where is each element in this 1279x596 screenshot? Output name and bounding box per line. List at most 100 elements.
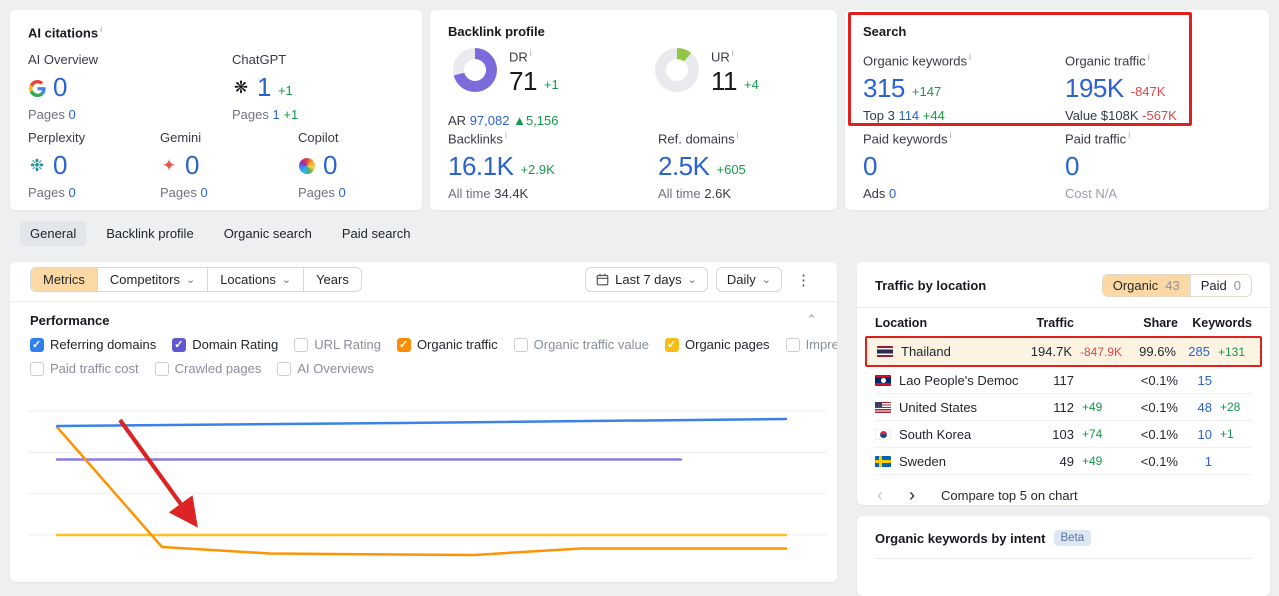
info-icon: i (1128, 130, 1131, 140)
checkbox-icon (513, 337, 528, 352)
performance-title: Performance (30, 312, 110, 328)
calendar-icon (596, 273, 609, 286)
metric-checkbox-row-2: Paid traffic cost Crawled pages AI Overv… (10, 352, 837, 376)
stat-gemini: Gemini ✦ 0 Pages 0 (160, 130, 208, 200)
compare-top5-link[interactable]: Compare top 5 on chart (941, 487, 1078, 503)
backlink-profile-card: Backlink profile DR i 71 +1 AR 97,082 ▲5,1… (430, 10, 837, 210)
date-range-dropdown[interactable]: Last 7 days ⌄ (585, 267, 708, 292)
backlinks-value[interactable]: 16.1K (448, 151, 514, 182)
organic-traffic-value[interactable]: 195K (1065, 73, 1124, 104)
table-row-laos[interactable]: Lao People's Democratic Rep 117 <0.1% 15 (875, 367, 1252, 394)
ads-link[interactable]: 0 (889, 186, 897, 202)
perplexity-value[interactable]: 0 (53, 150, 67, 180)
toggle-paid[interactable]: Paid 0 (1189, 275, 1251, 296)
ai-citations-title: AI citations i (28, 24, 103, 41)
chevron-down-icon: ⌄ (185, 273, 196, 286)
copilot-value[interactable]: 0 (323, 150, 337, 180)
ai-overview-value[interactable]: 0 (53, 72, 67, 102)
checkbox-organic-traffic[interactable]: Organic traffic (396, 337, 498, 352)
tab-backlink-profile[interactable]: Backlink profile (106, 226, 194, 241)
up-triangle-icon: ▲ (513, 113, 526, 128)
ar-link[interactable]: 97,082 (469, 113, 510, 128)
pages-link[interactable]: 0 (338, 185, 346, 200)
performance-chart-svg (28, 410, 827, 557)
filter-row: Metrics Competitors ⌄ Locations ⌄ Years La… (10, 262, 837, 292)
gemini-value[interactable]: 0 (185, 150, 199, 180)
stat-backlinks: Backlinks i 16.1K +2.9K All time 34.4K (448, 130, 555, 202)
metric-checkbox-row-1: Referring domains Domain Rating URL Rati… (10, 328, 837, 352)
top3-link[interactable]: 114 (898, 108, 920, 124)
table-row-thailand[interactable]: Thailand 194.7K -847.9K 99.6% 285 +131 (865, 336, 1262, 367)
sweden-flag-icon (875, 455, 891, 467)
section-tabs: General Backlink profile Organic search … (20, 221, 421, 246)
keywords-link[interactable]: 1 (1204, 453, 1212, 469)
keywords-by-intent-panel: Organic keywords by intent Beta (857, 516, 1270, 596)
checkbox-impressions[interactable]: Impressions (785, 337, 837, 352)
checkbox-domain-rating[interactable]: Domain Rating (172, 337, 278, 352)
metrics-button[interactable]: Metrics (31, 268, 97, 291)
traffic-by-location-title: Traffic by location (875, 278, 987, 293)
pages-link[interactable]: 0 (200, 185, 208, 200)
locations-dropdown[interactable]: Locations ⌄ (207, 268, 303, 291)
toggle-organic[interactable]: Organic 43 (1102, 275, 1190, 296)
chevron-down-icon: ⌄ (281, 273, 292, 286)
intent-title: Organic keywords by intent (875, 530, 1046, 546)
dashboard-page: AI citations i AI Overview 0 Pages 0 Chat… (0, 0, 1279, 563)
keywords-link[interactable]: 10 (1197, 426, 1212, 442)
table-row-south-korea[interactable]: South Korea 103 +74 <0.1% 10 +1 (875, 421, 1252, 448)
chevron-down-icon: ⌄ (687, 273, 697, 286)
prev-page-icon[interactable]: ‹ (877, 485, 883, 505)
perplexity-icon: ❉ (29, 156, 45, 175)
checkbox-icon (665, 337, 679, 352)
competitors-dropdown[interactable]: Competitors ⌄ (96, 268, 207, 291)
pages-link[interactable]: 1 (272, 107, 280, 122)
checkbox-icon (396, 337, 411, 352)
tab-general[interactable]: General (20, 221, 87, 246)
performance-chart[interactable] (10, 387, 837, 582)
checkbox-referring-domains[interactable]: Referring domains (30, 337, 156, 352)
filter-group: Metrics Competitors ⌄ Locations ⌄ Years (30, 267, 362, 292)
paid-keywords-value[interactable]: 0 (863, 151, 877, 182)
checkbox-ai-overviews[interactable]: AI Overviews (277, 361, 374, 376)
organic-count-badge: 43 (1165, 278, 1180, 293)
kebab-menu-icon[interactable]: ⋮ (796, 271, 811, 289)
table-row-united-states[interactable]: United States 112 +49 <0.1% 48 +28 (875, 394, 1252, 421)
checkbox-icon (30, 361, 44, 376)
checkbox-crawled-pages[interactable]: Crawled pages (154, 361, 261, 376)
gemini-icon: ✦ (161, 156, 177, 175)
tab-paid-search[interactable]: Paid search (341, 226, 411, 241)
pages-link[interactable]: 0 (68, 107, 76, 122)
info-icon: i (969, 52, 972, 62)
paid-traffic-value[interactable]: 0 (1065, 151, 1079, 182)
tab-organic-search[interactable]: Organic search (223, 226, 312, 241)
performance-panel: Metrics Competitors ⌄ Locations ⌄ Years La… (10, 262, 837, 582)
organic-keywords-value[interactable]: 315 (863, 73, 905, 104)
south-korea-flag-icon (875, 428, 891, 440)
keywords-link[interactable]: 48 (1197, 399, 1212, 415)
granularity-dropdown[interactable]: Daily ⌄ (715, 267, 782, 292)
checkbox-organic-traffic-value[interactable]: Organic traffic value (513, 337, 649, 352)
checkbox-url-rating[interactable]: URL Rating (294, 337, 381, 352)
info-icon: i (949, 130, 952, 140)
keywords-link[interactable]: 285 (1188, 344, 1210, 359)
info-icon: i (529, 48, 532, 58)
table-row-sweden[interactable]: Sweden 49 +49 <0.1% 1 (875, 448, 1252, 475)
beta-badge: Beta (1053, 530, 1092, 546)
chatgpt-value[interactable]: 1 (257, 72, 271, 102)
ref-domains-value[interactable]: 2.5K (658, 151, 710, 182)
search-card: Search Organic keywords i 315 +147 Top 3 1… (845, 10, 1269, 210)
stat-perplexity: Perplexity ❉ 0 Pages 0 (28, 130, 86, 200)
stat-chatgpt: ChatGPT ❋ 1 +1 Pages 1 +1 (232, 52, 299, 122)
next-page-icon[interactable]: › (909, 485, 915, 505)
years-button[interactable]: Years (303, 268, 361, 291)
keywords-link[interactable]: 15 (1197, 372, 1212, 388)
stat-organic-keywords: Organic keywords i 315 +147 Top 3 114 +44 (863, 52, 972, 124)
ur-donut-chart (655, 48, 699, 92)
checkbox-organic-pages[interactable]: Organic pages (665, 337, 770, 352)
stat-paid-keywords: Paid keywords i 0 Ads 0 (863, 130, 952, 202)
pages-link[interactable]: 0 (68, 185, 76, 200)
collapse-chevron-icon[interactable]: ⌃ (806, 312, 817, 327)
stat-copilot: Copilot 0 Pages 0 (298, 130, 346, 200)
checkbox-paid-traffic-cost[interactable]: Paid traffic cost (30, 361, 139, 376)
stat-organic-traffic: Organic traffic i 195K -847K Value $108K -… (1065, 52, 1177, 124)
